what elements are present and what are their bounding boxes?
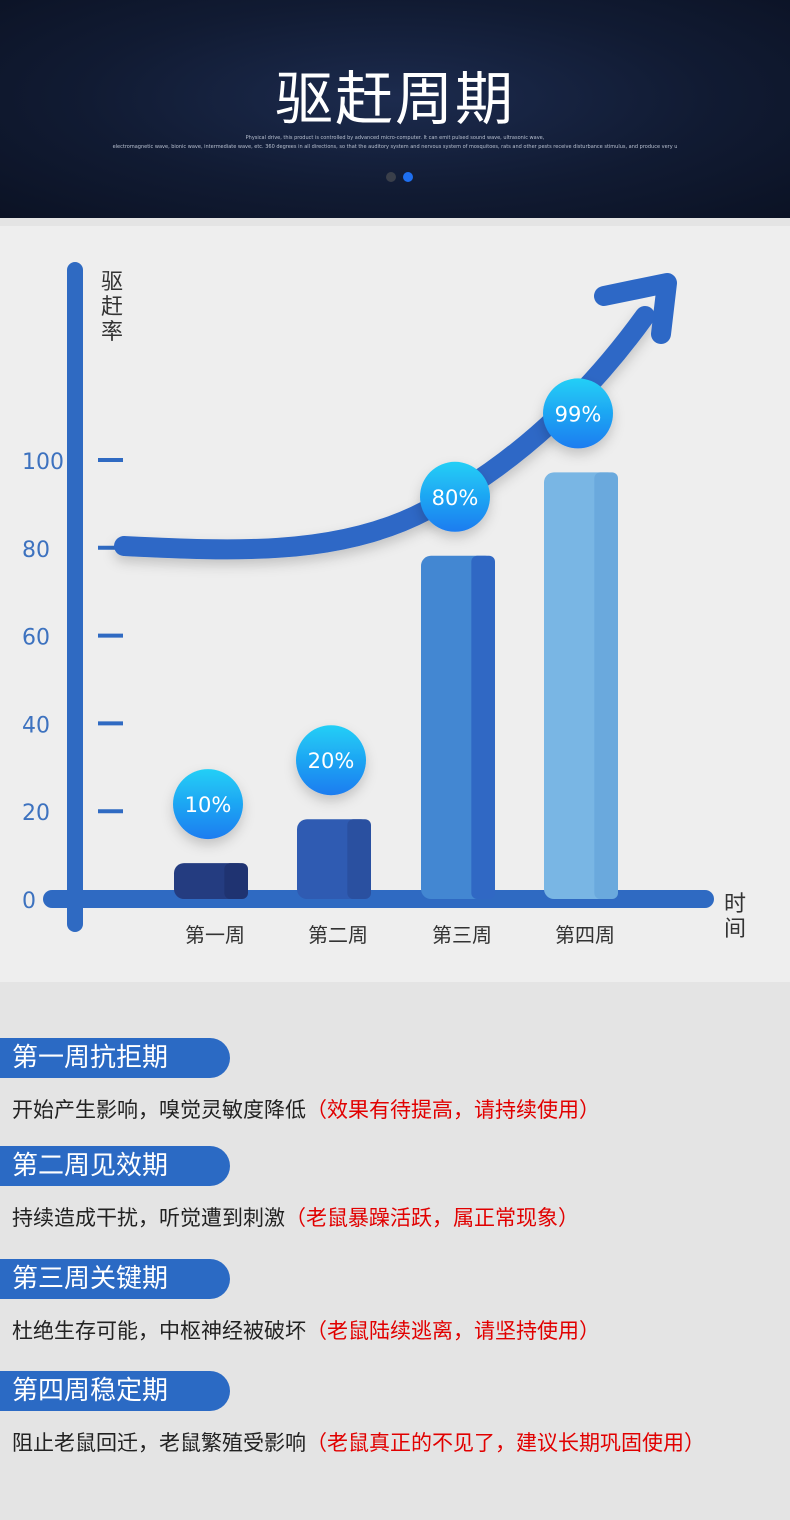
- y-tick-label: 80: [22, 538, 50, 563]
- phase-4-description: 阻止老鼠回迁，老鼠繁殖受影响（老鼠真正的不见了，建议长期巩固使用）: [12, 1427, 705, 1457]
- phase-1-text: 开始产生影响，嗅觉灵敏度降低: [12, 1098, 306, 1122]
- phase-3-title: 第三周关键期: [0, 1259, 230, 1299]
- y-axis-title-char: 率: [101, 320, 123, 345]
- phase-1-title: 第一周抗拒期: [0, 1038, 230, 1078]
- x-axis-title-char: 间: [724, 917, 746, 942]
- y-axis-title-char: 赶: [101, 295, 123, 320]
- header-subtitle-line2: electromagnetic wave, bionic wave, inter…: [112, 144, 678, 150]
- phase-2-title: 第二周见效期: [0, 1146, 230, 1186]
- phase-2-text: 持续造成干扰，听觉遭到刺激: [12, 1206, 285, 1230]
- data-label-bubble: [420, 461, 490, 532]
- carousel-dot-1[interactable]: [386, 172, 396, 182]
- bar-series: [174, 472, 618, 899]
- carousel-dot-2[interactable]: [403, 172, 413, 182]
- bar-side-shade: [471, 555, 495, 899]
- x-tick-label: 第四周: [555, 923, 615, 947]
- y-tick-label: 40: [22, 713, 50, 738]
- y-tick-label: 20: [22, 801, 50, 826]
- x-tick-label: 第一周: [185, 923, 245, 947]
- page-title: 驱赶周期: [274, 65, 515, 133]
- y-tick-label: 60: [22, 626, 50, 651]
- phase-4-title: 第四周稳定期: [0, 1371, 230, 1411]
- phase-1-description: 开始产生影响，嗅觉灵敏度降低（效果有待提高，请持续使用）: [12, 1094, 600, 1124]
- data-label-bubble: [173, 769, 243, 840]
- y-axis-title-char: 驱: [101, 270, 123, 295]
- phase-2-description: 持续造成干扰，听觉遭到刺激（老鼠暴躁活跃，属正常现象）: [12, 1202, 579, 1232]
- chart-labels: 第一周 10% 第二周 20% 第三周 80% 第四周 99%: [173, 378, 615, 947]
- x-tick-label: 第二周: [308, 923, 368, 947]
- data-label: 80%: [432, 486, 479, 510]
- header-banner: 驱赶周期 Physical drive, this product is con…: [0, 0, 790, 218]
- phase-list: 第一周抗拒期 开始产生影响，嗅觉灵敏度降低（效果有待提高，请持续使用） 第二周见…: [0, 990, 790, 1520]
- phase-1-note: （效果有待提高，请持续使用）: [306, 1098, 600, 1122]
- header-subtitle-line1: Physical drive, this product is controll…: [245, 135, 545, 141]
- data-label-bubble: [296, 725, 366, 796]
- y-tick-label: 100: [22, 450, 64, 475]
- phase-3-note: （老鼠陆续逃离，请坚持使用）: [306, 1319, 600, 1343]
- phase-4-text: 阻止老鼠回迁，老鼠繁殖受影响: [12, 1431, 306, 1455]
- phase-2-note: （老鼠暴躁活跃，属正常现象）: [285, 1206, 579, 1230]
- x-axis-title-char: 时: [724, 892, 746, 917]
- bar-side-shade: [224, 863, 248, 899]
- x-tick-label: 第三周: [432, 923, 492, 947]
- chart-panel: 0 20 40 60 80 100 驱赶率时间 第一周 10% 第二周 20% 第三周 80% 第四周 9…: [0, 226, 790, 982]
- y-tick-label: 0: [22, 889, 36, 914]
- trend-arrowhead: [594, 273, 677, 344]
- data-label-bubble: [543, 378, 613, 449]
- phase-3-description: 杜绝生存可能，中枢神经被破坏（老鼠陆续逃离，请坚持使用）: [12, 1315, 600, 1345]
- phase-3-text: 杜绝生存可能，中枢神经被破坏: [12, 1319, 306, 1343]
- phase-4-note: （老鼠真正的不见了，建议长期巩固使用）: [306, 1431, 705, 1455]
- data-label: 10%: [185, 793, 232, 817]
- data-label: 99%: [555, 402, 602, 426]
- bar-side-shade: [594, 472, 618, 899]
- bar-side-shade: [347, 819, 371, 899]
- data-label: 20%: [308, 749, 355, 773]
